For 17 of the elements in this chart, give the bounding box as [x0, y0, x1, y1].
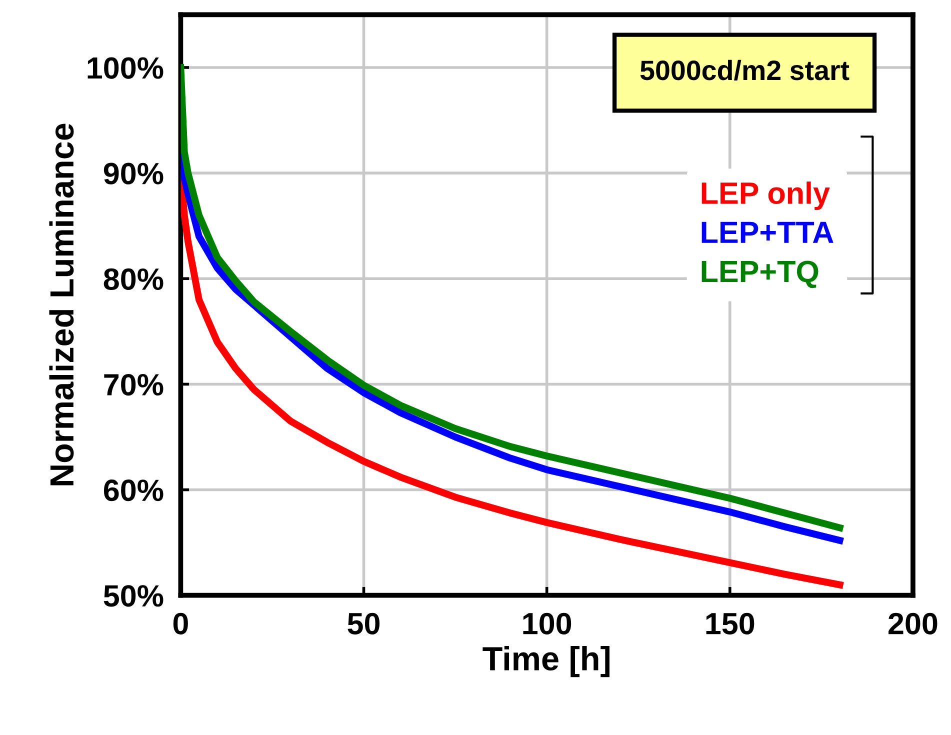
- x-tick-label: 150: [706, 612, 754, 634]
- y-tick-label: 90%: [104, 162, 164, 184]
- annotation: 5000cd/m2 start: [640, 60, 850, 81]
- text: LEP only: [702, 182, 830, 210]
- y-tick-label: 50%: [104, 585, 164, 607]
- y-tick-label: 70%: [104, 374, 164, 396]
- y-tick-label: 80%: [104, 268, 164, 290]
- x-tick-label: 200: [888, 612, 938, 634]
- text: LEP+TTA: [702, 222, 834, 243]
- x-tick-label: 100: [523, 612, 572, 634]
- text: LEP+TQ: [702, 260, 818, 288]
- y-tick-label: 100%: [88, 57, 164, 79]
- x-tick-label: 50: [348, 612, 380, 634]
- x-axis-title: Time [h]: [482, 646, 610, 678]
- y-tick-label: 60%: [104, 480, 164, 502]
- y-axis-title: Normalized Luminance: [49, 124, 74, 486]
- x-tick-label: 0: [173, 612, 188, 634]
